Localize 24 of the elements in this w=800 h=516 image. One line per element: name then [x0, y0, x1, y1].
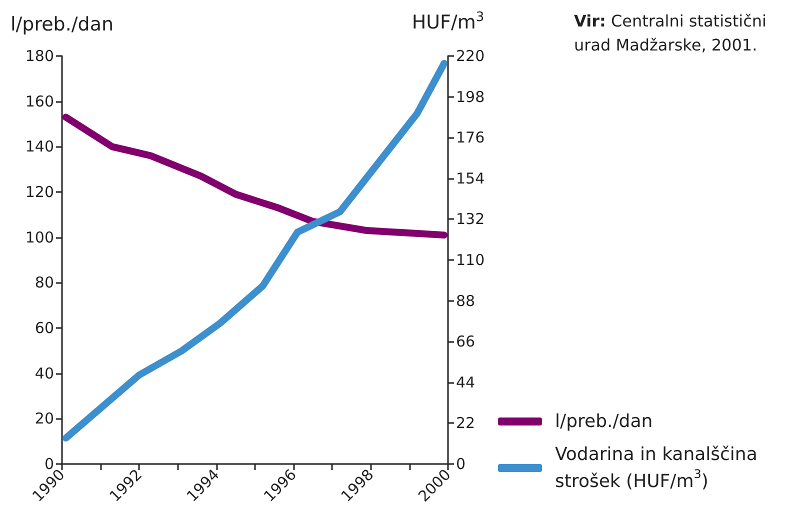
y2-tick-label: 0	[456, 455, 466, 473]
y2-tick-label: 132	[456, 210, 485, 228]
y-tick-label: 20	[34, 410, 54, 428]
y2-tick-label: 22	[456, 414, 476, 432]
legend-label: l/preb./dan	[555, 411, 653, 432]
y2-tick-label: 44	[456, 373, 476, 392]
y-tick-label: 0	[44, 455, 54, 473]
y2-tick-label: 88	[456, 292, 476, 310]
y2-tick-label: 154	[456, 169, 485, 188]
y2-tick-label: 176	[456, 128, 485, 147]
y-tick-label: 60	[34, 319, 54, 337]
y-axis-title: l/preb./dan	[10, 14, 114, 36]
y-tick-label: 100	[25, 228, 54, 246]
y-tick-label: 120	[25, 183, 54, 201]
y2-tick-label: 220	[456, 47, 485, 65]
y-tick-label: 160	[25, 92, 54, 110]
y-tick-label: 40	[34, 364, 54, 382]
y2-tick-label: 66	[456, 332, 476, 351]
y2-tick-label: 110	[456, 251, 485, 269]
text: Vir: Centralni statistični urad Madžarske, 2001.	[574, 12, 766, 54]
y-tick-label: 180	[25, 47, 54, 65]
y2-tick-label: 198	[456, 88, 485, 106]
y-tick-label: 80	[34, 274, 54, 292]
y-tick-label: 140	[25, 138, 54, 156]
